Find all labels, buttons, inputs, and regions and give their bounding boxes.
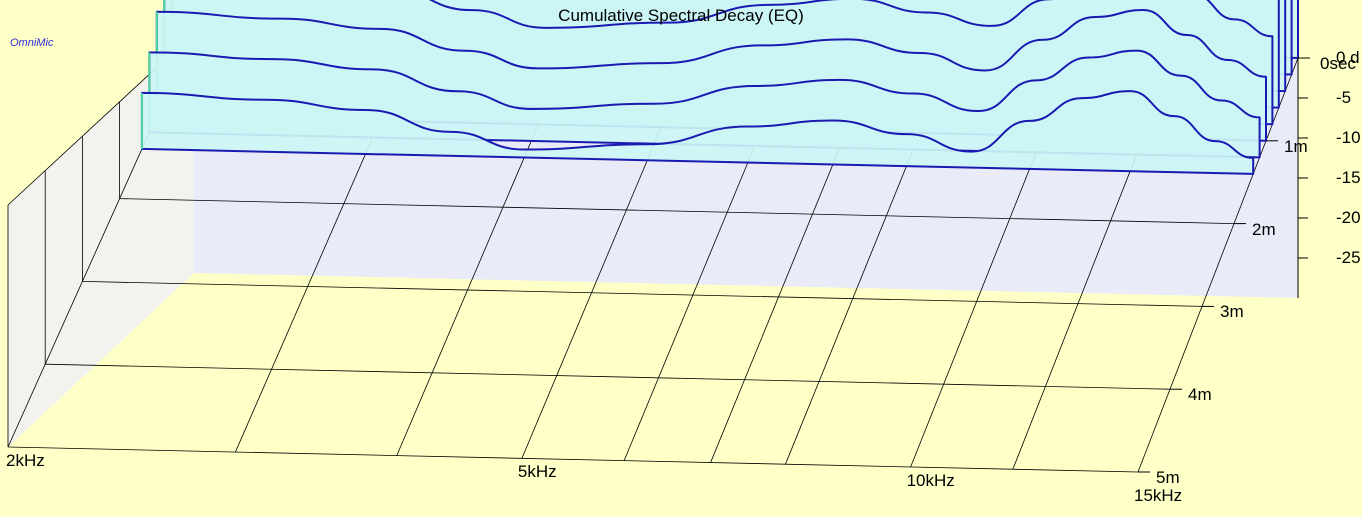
grid-line — [82, 281, 1203, 307]
freq-tick-label: 15kHz — [1134, 486, 1183, 505]
level-tick-label: -15 — [1336, 168, 1361, 187]
decay-slice — [140, 90, 1255, 175]
time-tick-label: 0sec — [1320, 54, 1356, 73]
grid-line — [1137, 57, 1299, 473]
level-tick-label: -10 — [1336, 128, 1361, 147]
level-tick-label: -5 — [1336, 88, 1352, 107]
freq-tick-label: 10kHz — [906, 470, 955, 490]
grid-line — [119, 198, 1235, 224]
chart-title: Cumulative Spectral Decay (EQ) — [558, 6, 804, 25]
freq-tick-label: 2kHz — [6, 451, 45, 470]
level-tick-label: -20 — [1336, 208, 1361, 227]
grid-line — [45, 363, 1171, 390]
time-tick-label: 2m — [1252, 219, 1276, 239]
level-tick-label: -25 — [1336, 248, 1361, 267]
grid-line — [7, 446, 1139, 473]
time-tick-label: 4m — [1188, 385, 1212, 405]
time-tick-label: 3m — [1220, 302, 1244, 322]
time-tick-label: 5m — [1156, 468, 1180, 487]
freq-tick-label: 5kHz — [517, 462, 557, 482]
level-tick-label: 0 d — [1336, 48, 1360, 67]
brand-label: OmniMic — [10, 37, 54, 49]
time-tick-label: 1m — [1284, 136, 1308, 156]
